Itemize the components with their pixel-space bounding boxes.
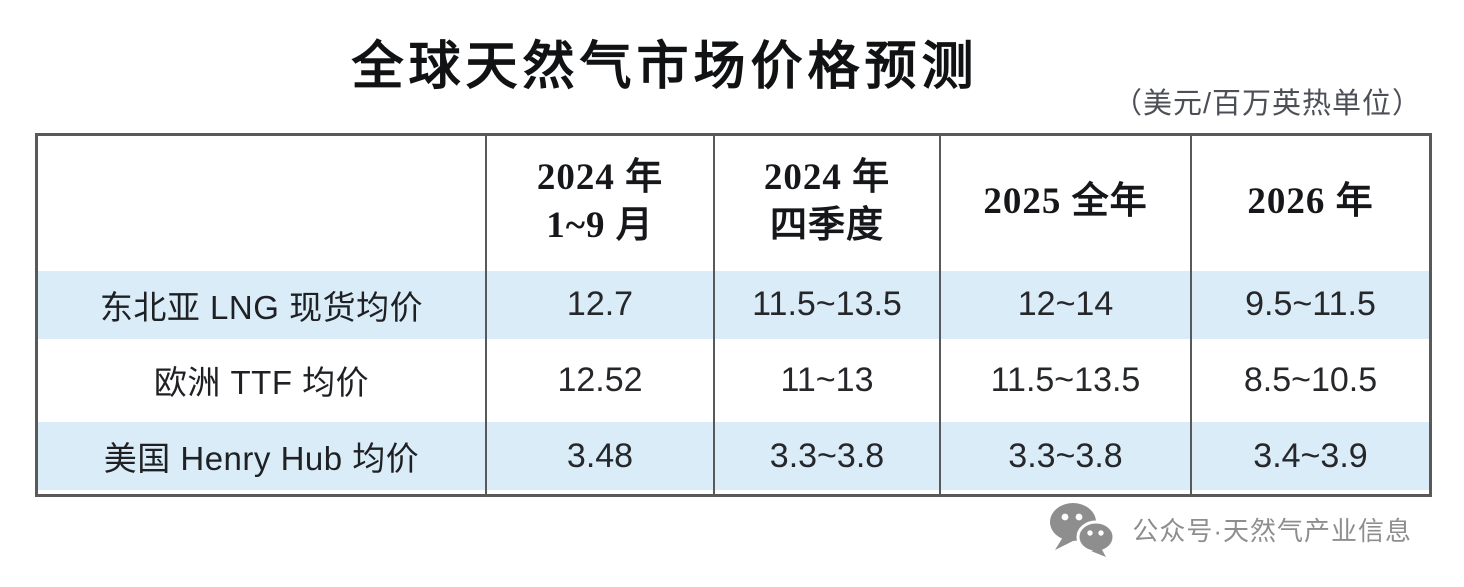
header-line-2: 1~9 月 bbox=[546, 204, 654, 246]
wechat-icon bbox=[1050, 503, 1116, 557]
source-credit: 公众号·天然气产业信息 bbox=[1048, 501, 1412, 557]
table-cell: 3.3~3.8 bbox=[941, 418, 1192, 494]
header-cell-empty bbox=[38, 136, 487, 267]
header-line-1: 2025 全年 bbox=[983, 180, 1148, 222]
table-cell: 12~14 bbox=[941, 267, 1192, 343]
table-cell: 11.5~13.5 bbox=[941, 342, 1192, 419]
table-cell: 12.52 bbox=[487, 342, 715, 419]
header-line-1: 2026 年 bbox=[1247, 180, 1374, 222]
table-cell: 8.5~10.5 bbox=[1243, 360, 1378, 399]
unit-note: （美元/百万英热单位） bbox=[1112, 88, 1422, 120]
table-cell: 11~13 bbox=[715, 342, 941, 419]
header-cell-2024-q4: 2024 年 四季度 bbox=[715, 136, 941, 267]
table-cell: 3.3~3.8 bbox=[715, 418, 941, 494]
row-label-europe-ttf: 欧洲 TTF 均价 bbox=[38, 342, 487, 419]
page-title: 全球天然气市场价格预测 bbox=[351, 39, 979, 96]
table-cell: 3.4~3.9 bbox=[1192, 418, 1429, 494]
header-line-1: 2024 年 bbox=[763, 157, 891, 199]
table-cell: 11.5~13.5 bbox=[715, 267, 941, 343]
header-cell-2024-jan-sep: 2024 年 1~9 月 bbox=[487, 136, 715, 267]
row-label-ne-asia-lng: 东北亚 LNG 现货均价 bbox=[38, 267, 487, 343]
table-cell: 3.48 bbox=[487, 418, 715, 494]
header-cell-2025-full-year: 2025 全年 bbox=[941, 136, 1192, 267]
source-label: 公众号·天然气产业信息 bbox=[1132, 515, 1412, 546]
header-line-2: 四季度 bbox=[770, 204, 884, 246]
table-cell: 9.5~11.5 bbox=[1192, 267, 1429, 343]
header-cell-2026: 2026 年 bbox=[1192, 136, 1429, 267]
table-cell: 12.7 bbox=[487, 267, 715, 343]
header-line-1: 2024 年 bbox=[536, 157, 664, 199]
row-label-us-henry-hub: 美国 Henry Hub 均价 bbox=[38, 418, 487, 494]
price-forecast-table: 2024 年 1~9 月 2024 年 四季度 2025 全年 2026 年 东… bbox=[35, 133, 1432, 497]
